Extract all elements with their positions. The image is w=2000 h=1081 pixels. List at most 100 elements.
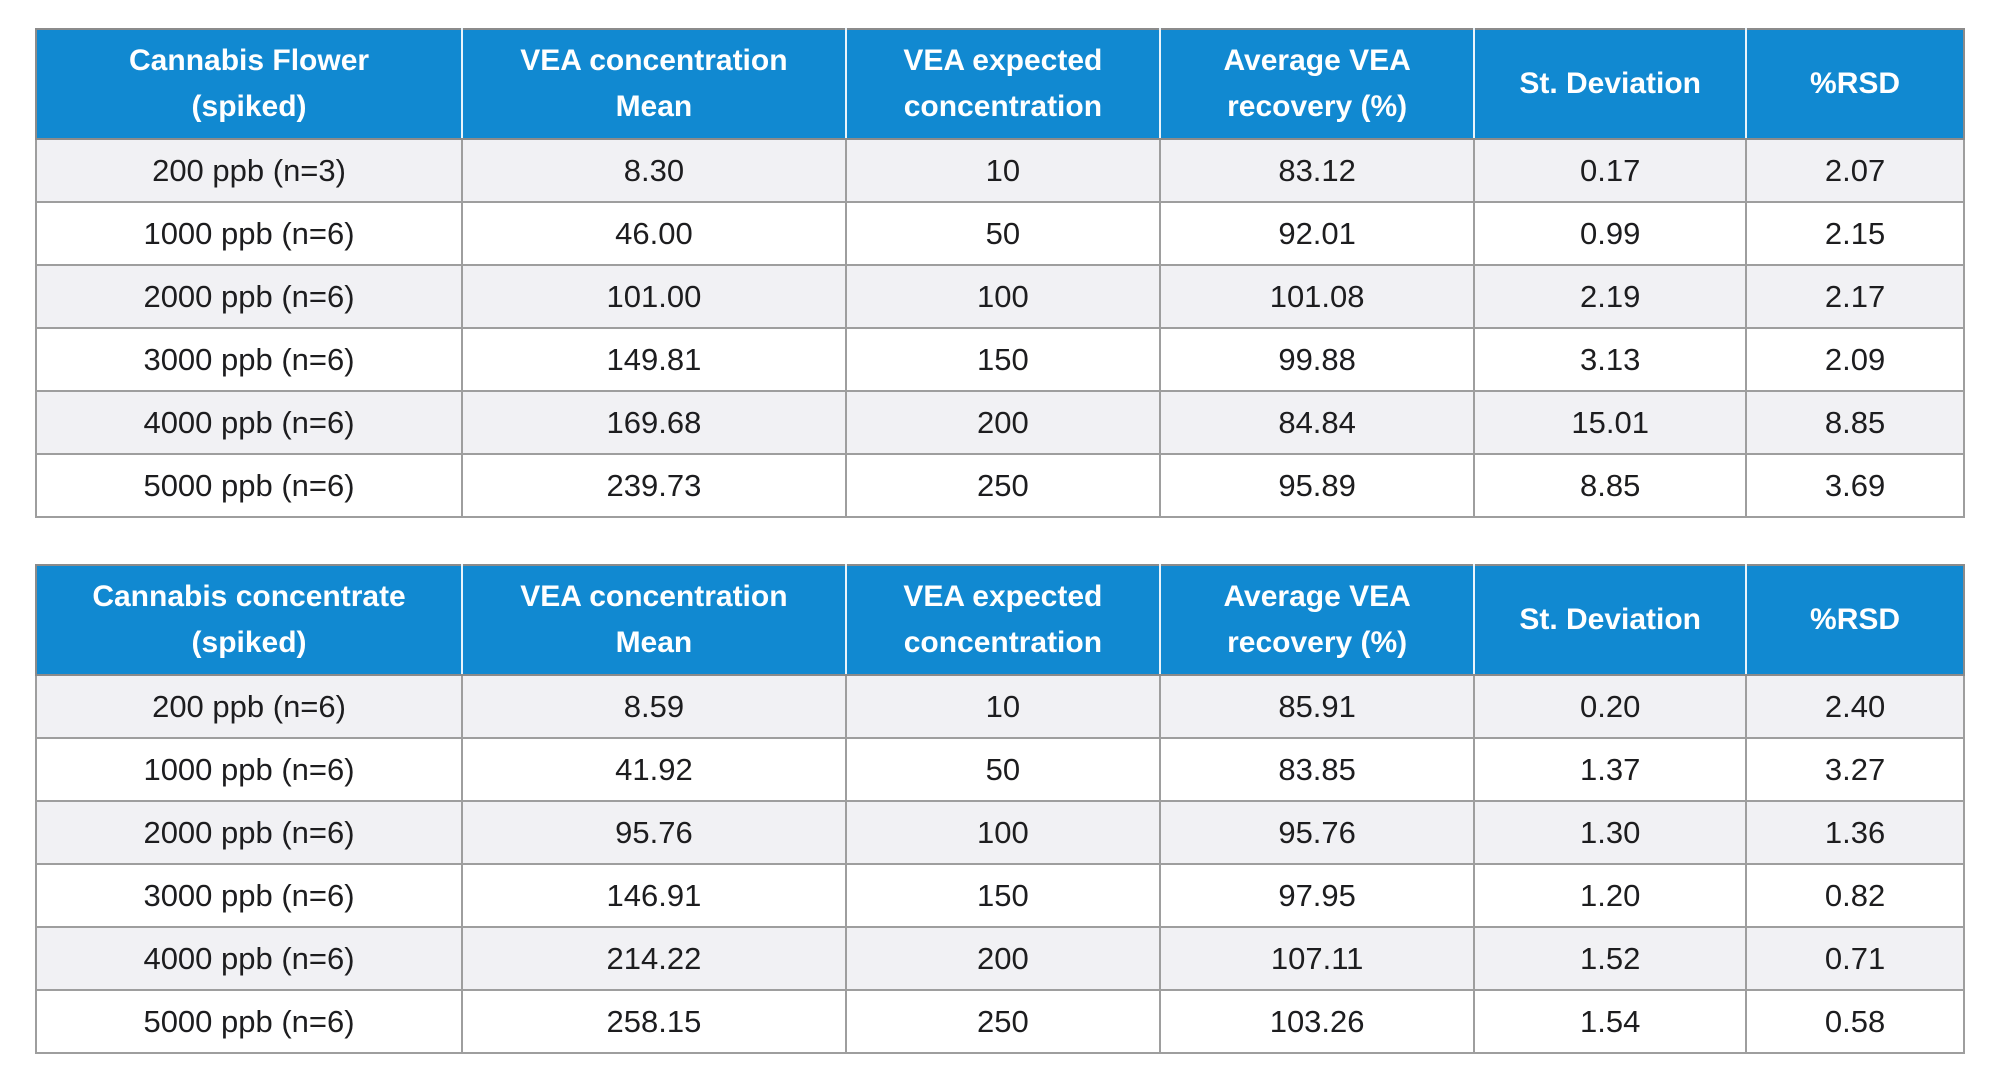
table-row: 5000 ppb (n=6) 258.15 250 103.26 1.54 0.58 bbox=[34, 989, 1965, 1054]
sample-label-cell: 4000 ppb (n=6) bbox=[34, 926, 464, 991]
value-cell: 0.20 bbox=[1473, 674, 1748, 739]
value-cell: 1.37 bbox=[1473, 737, 1748, 802]
value-cell: 169.68 bbox=[461, 390, 847, 455]
value-cell: 101.08 bbox=[1158, 264, 1476, 329]
value-cell: 2.07 bbox=[1745, 138, 1965, 203]
value-cell: 83.85 bbox=[1158, 737, 1476, 802]
table-row: 2000 ppb (n=6) 95.76 100 95.76 1.30 1.36 bbox=[34, 800, 1965, 865]
value-cell: 1.30 bbox=[1473, 800, 1748, 865]
value-cell: 2.19 bbox=[1473, 264, 1748, 329]
column-header: Average VEA recovery (%) bbox=[1158, 29, 1475, 140]
value-cell: 50 bbox=[844, 201, 1162, 266]
header-row: Cannabis Flower (spiked) VEA concentratio… bbox=[36, 29, 1964, 140]
value-cell: 0.58 bbox=[1745, 989, 1965, 1054]
value-cell: 83.12 bbox=[1158, 138, 1476, 203]
sample-label-cell: 1000 ppb (n=6) bbox=[34, 201, 464, 266]
sample-label-cell: 2000 ppb (n=6) bbox=[34, 800, 464, 865]
value-cell: 3.27 bbox=[1745, 737, 1965, 802]
table-row: 3000 ppb (n=6) 146.91 150 97.95 1.20 0.82 bbox=[34, 863, 1965, 928]
table-row: 3000 ppb (n=6) 149.81 150 99.88 3.13 2.09 bbox=[34, 327, 1965, 392]
table-row: 1000 ppb (n=6) 46.00 50 92.01 0.99 2.15 bbox=[34, 201, 1965, 266]
value-cell: 150 bbox=[844, 863, 1162, 928]
column-header: Average VEA recovery (%) bbox=[1158, 565, 1475, 676]
value-cell: 103.26 bbox=[1158, 989, 1476, 1054]
value-cell: 2.15 bbox=[1745, 201, 1965, 266]
value-cell: 200 bbox=[844, 926, 1162, 991]
value-cell: 100 bbox=[844, 800, 1162, 865]
value-cell: 84.84 bbox=[1158, 390, 1476, 455]
cannabis-flower-recovery-table: Cannabis Flower (spiked) VEA concentratio… bbox=[34, 28, 1965, 518]
value-cell: 8.85 bbox=[1473, 453, 1748, 518]
value-cell: 85.91 bbox=[1158, 674, 1476, 739]
value-cell: 1.20 bbox=[1473, 863, 1748, 928]
value-cell: 97.95 bbox=[1158, 863, 1476, 928]
value-cell: 2.40 bbox=[1745, 674, 1965, 739]
value-cell: 0.99 bbox=[1473, 201, 1748, 266]
sample-label-cell: 3000 ppb (n=6) bbox=[34, 863, 464, 928]
value-cell: 2.09 bbox=[1745, 327, 1965, 392]
value-cell: 250 bbox=[844, 453, 1162, 518]
value-cell: 10 bbox=[844, 138, 1162, 203]
value-cell: 8.85 bbox=[1745, 390, 1965, 455]
value-cell: 2.17 bbox=[1745, 264, 1965, 329]
value-cell: 149.81 bbox=[461, 327, 847, 392]
column-header: VEA expected concentration bbox=[844, 565, 1160, 676]
value-cell: 95.89 bbox=[1158, 453, 1476, 518]
table-row: 4000 ppb (n=6) 169.68 200 84.84 15.01 8.85 bbox=[34, 390, 1965, 455]
value-cell: 101.00 bbox=[461, 264, 847, 329]
column-header: %RSD bbox=[1745, 29, 1964, 140]
column-header: St. Deviation bbox=[1473, 565, 1747, 676]
sample-label-cell: 3000 ppb (n=6) bbox=[34, 327, 464, 392]
sample-column-header: Cannabis Flower (spiked) bbox=[36, 29, 463, 140]
value-cell: 107.11 bbox=[1158, 926, 1476, 991]
sample-label-cell: 200 ppb (n=6) bbox=[34, 674, 464, 739]
value-cell: 258.15 bbox=[461, 989, 847, 1054]
sample-label-cell: 2000 ppb (n=6) bbox=[34, 264, 464, 329]
cannabis-concentrate-recovery-table: Cannabis concentrate (spiked) VEA concent… bbox=[34, 564, 1965, 1054]
header-row: Cannabis concentrate (spiked) VEA concent… bbox=[36, 565, 1964, 676]
value-cell: 214.22 bbox=[461, 926, 847, 991]
value-cell: 92.01 bbox=[1158, 201, 1476, 266]
sample-label-cell: 5000 ppb (n=6) bbox=[34, 989, 464, 1054]
value-cell: 1.52 bbox=[1473, 926, 1748, 991]
value-cell: 41.92 bbox=[461, 737, 847, 802]
sample-label-cell: 5000 ppb (n=6) bbox=[34, 453, 464, 518]
value-cell: 0.17 bbox=[1473, 138, 1748, 203]
column-header: VEA concentration Mean bbox=[461, 29, 846, 140]
value-cell: 10 bbox=[844, 674, 1162, 739]
value-cell: 99.88 bbox=[1158, 327, 1476, 392]
value-cell: 50 bbox=[844, 737, 1162, 802]
value-cell: 1.36 bbox=[1745, 800, 1965, 865]
value-cell: 3.69 bbox=[1745, 453, 1965, 518]
value-cell: 46.00 bbox=[461, 201, 847, 266]
table-row: 200 ppb (n=6) 8.59 10 85.91 0.20 2.40 bbox=[34, 674, 1965, 739]
sample-label-cell: 4000 ppb (n=6) bbox=[34, 390, 464, 455]
table-row: 200 ppb (n=3) 8.30 10 83.12 0.17 2.07 bbox=[34, 138, 1965, 203]
sample-column-header: Cannabis concentrate (spiked) bbox=[36, 565, 463, 676]
value-cell: 239.73 bbox=[461, 453, 847, 518]
value-cell: 0.71 bbox=[1745, 926, 1965, 991]
value-cell: 146.91 bbox=[461, 863, 847, 928]
value-cell: 95.76 bbox=[1158, 800, 1476, 865]
value-cell: 95.76 bbox=[461, 800, 847, 865]
sample-label-cell: 1000 ppb (n=6) bbox=[34, 737, 464, 802]
value-cell: 1.54 bbox=[1473, 989, 1748, 1054]
column-header: VEA expected concentration bbox=[844, 29, 1160, 140]
value-cell: 8.30 bbox=[461, 138, 847, 203]
value-cell: 15.01 bbox=[1473, 390, 1748, 455]
value-cell: 3.13 bbox=[1473, 327, 1748, 392]
table-row: 5000 ppb (n=6) 239.73 250 95.89 8.85 3.69 bbox=[34, 453, 1965, 518]
value-cell: 8.59 bbox=[461, 674, 847, 739]
value-cell: 250 bbox=[844, 989, 1162, 1054]
table-row: 1000 ppb (n=6) 41.92 50 83.85 1.37 3.27 bbox=[34, 737, 1965, 802]
value-cell: 0.82 bbox=[1745, 863, 1965, 928]
sample-label-cell: 200 ppb (n=3) bbox=[34, 138, 464, 203]
value-cell: 150 bbox=[844, 327, 1162, 392]
value-cell: 200 bbox=[844, 390, 1162, 455]
value-cell: 100 bbox=[844, 264, 1162, 329]
table-row: 2000 ppb (n=6) 101.00 100 101.08 2.19 2.17 bbox=[34, 264, 1965, 329]
column-header: %RSD bbox=[1745, 565, 1964, 676]
table-row: 4000 ppb (n=6) 214.22 200 107.11 1.52 0.71 bbox=[34, 926, 1965, 991]
column-header: VEA concentration Mean bbox=[461, 565, 846, 676]
page: Cannabis Flower (spiked) VEA concentratio… bbox=[34, 28, 1965, 1054]
